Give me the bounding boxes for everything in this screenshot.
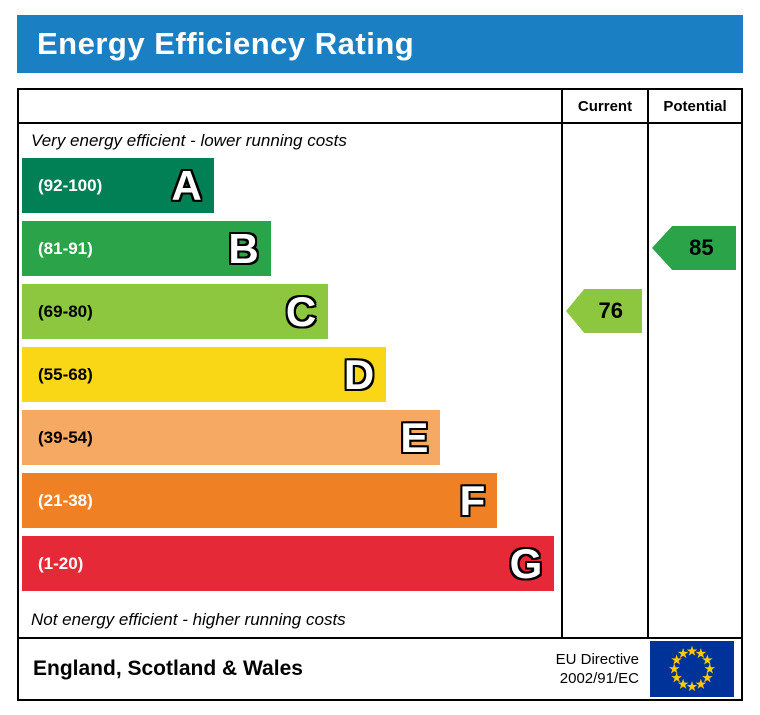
band-a-range: (92-100) — [38, 175, 103, 195]
band-f-letter: F — [459, 476, 486, 524]
chart-area: Very energy efficient - lower running co… — [19, 124, 561, 637]
band-e-bar: (39-54) E — [22, 410, 441, 465]
band-b-bar: (81-91) B — [22, 221, 271, 276]
top-caption: Very energy efficient - lower running co… — [31, 131, 347, 150]
header-spacer — [19, 90, 561, 122]
eu-directive-label: EU Directive 2002/91/EC — [556, 650, 639, 689]
band-d-range: (55-68) — [38, 364, 93, 384]
current-rating-value: 76 — [598, 298, 623, 323]
band-e-letter: E — [400, 413, 429, 461]
current-rating-cell: 76 — [561, 124, 647, 637]
table-body-row: Very energy efficient - lower running co… — [19, 124, 741, 637]
potential-rating-arrow: 85 — [652, 226, 736, 270]
band-c-letter: C — [285, 287, 317, 335]
rating-table: Current Potential Very energy efficient … — [17, 88, 743, 701]
table-header-row: Current Potential — [19, 90, 741, 124]
band-a-letter: A — [171, 161, 202, 209]
eu-directive-line2: 2002/91/EC — [559, 670, 639, 687]
current-column-header: Current — [561, 90, 647, 122]
band-e-range: (39-54) — [38, 427, 93, 447]
band-g-bar: (1-20) G — [22, 536, 555, 591]
potential-rating-value: 85 — [689, 235, 714, 260]
band-b-letter: B — [228, 224, 259, 272]
band-a-bar: (92-100) A — [22, 158, 214, 213]
footer-row: England, Scotland & Wales EU Directive 2… — [19, 637, 741, 699]
band-f-bar: (21-38) F — [22, 473, 498, 528]
region-label: England, Scotland & Wales — [33, 657, 303, 680]
eu-flag-icon — [650, 641, 734, 697]
band-g-range: (1-20) — [38, 553, 84, 573]
potential-column-header: Potential — [647, 90, 741, 122]
title-bar: Energy Efficiency Rating — [17, 15, 743, 73]
band-c-bar: (69-80) C — [22, 284, 329, 339]
page-title: Energy Efficiency Rating — [37, 26, 415, 61]
eu-directive-line1: EU Directive — [555, 650, 639, 668]
current-rating-arrow: 76 — [566, 289, 642, 333]
band-b-range: (81-91) — [38, 238, 93, 258]
band-d-letter: D — [343, 350, 375, 398]
band-c-range: (69-80) — [38, 301, 93, 321]
potential-rating-cell: 85 — [647, 124, 741, 637]
band-d-bar: (55-68) D — [22, 347, 387, 402]
bottom-caption: Not energy efficient - higher running co… — [31, 610, 346, 629]
band-g-letter: G — [509, 539, 543, 587]
band-f-range: (21-38) — [38, 490, 93, 510]
